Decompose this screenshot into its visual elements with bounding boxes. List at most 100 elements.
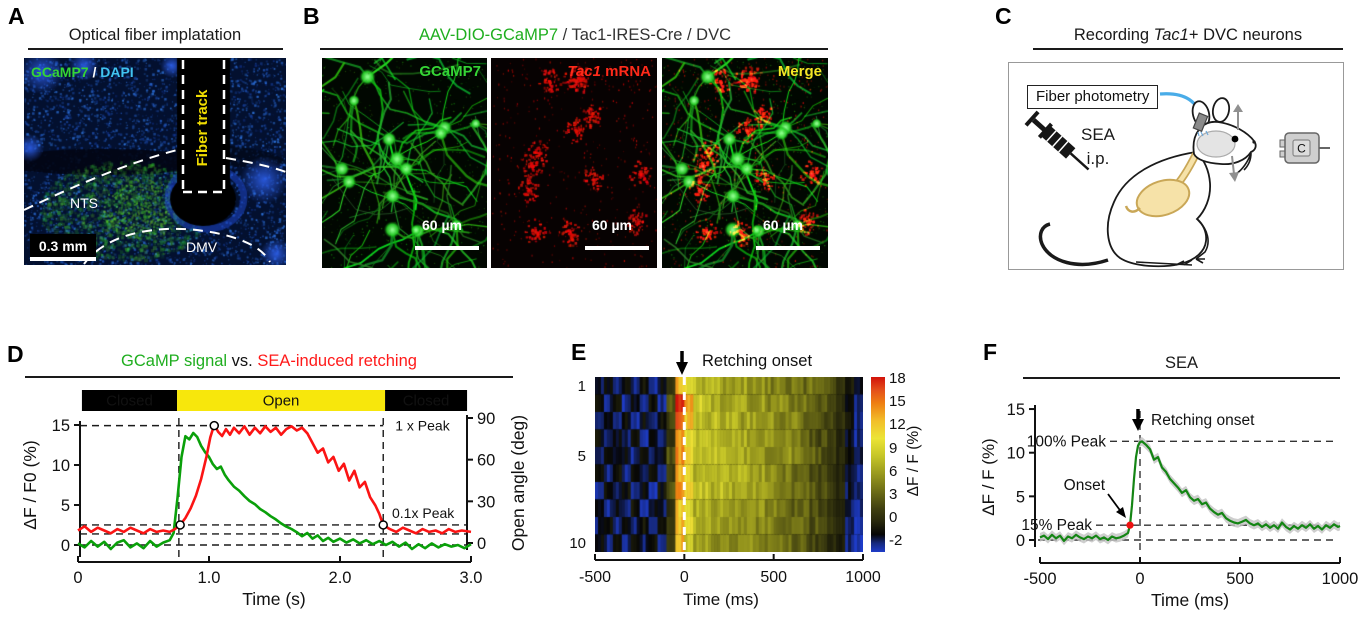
scalebar-text: 0.3 mm [38,238,88,254]
epoch-label: Closed [106,393,153,410]
peak-marker [209,420,219,431]
retching-onset-arrow-icon [676,351,688,375]
scalebar-text: 60 µm [763,217,803,233]
panel-d-title-red: SEA-induced retching [257,352,417,370]
panel-a-letter: A [8,3,25,29]
x-tick-label: 500 [1226,570,1254,588]
panel-b-title: AAV-DIO-GCaMP7 / Tac1-IRES-Cre / DVC [322,26,828,44]
onset-dot [1126,521,1134,529]
gcamp-trace [77,431,472,551]
panel-d-title-rule [25,376,513,378]
onset-arrow-head [1132,419,1144,431]
anatomy-overlay [24,60,286,265]
colorbar-tick-label: 3 [889,486,898,503]
camera-letter: C [1297,142,1306,156]
x-tick-label: -500 [579,569,611,586]
epoch-bar [81,390,178,411]
panel-a-title: Optical fiber implatation [68,26,242,44]
mouse-schematic: C [1024,92,1330,268]
panel-d-title-mid: vs. [227,352,258,370]
panel-b-title-rule [320,48,828,50]
panel-d-title: GCaMP signal vs. SEA-induced retching [25,352,513,370]
dmv-boundary-dashed [83,227,271,265]
gcamp7-label: GCaMP7 [31,64,89,80]
panel-f-chart: 15 10 5 0 -500 0 500 1000 ΔF / F (%) Time (ms) Ret… [979,401,1358,610]
y-tick-label: 0 [1016,532,1025,550]
panel-c-title-pre: Recording [1073,26,1154,44]
scalebar-bar [415,246,479,250]
colorbar-tick-label: -2 [889,532,903,550]
sea-label: SEA [1080,125,1116,144]
right-tick-label: 60 [477,452,495,470]
panel-c-title: Recording Tac1+ DVC neurons [1033,26,1343,44]
heatmap-row-tick-label: 5 [577,448,586,465]
peak-15-label: 15% Peak [1021,517,1092,534]
panel-c-letter: C [995,3,1012,29]
mouse-ear-right [1211,97,1231,123]
epoch-bar [177,390,386,411]
heatmap-row-tick-label: 10 [569,535,586,552]
nts-boundary-dashed-right [225,157,286,173]
mrna-text: mRNA [600,63,651,80]
y-tick-label: 10 [1007,445,1025,463]
mouse-front-leg [1195,219,1209,264]
panel-b-image-gcamp7: GCaMP7 60 µm [322,58,487,268]
left-tick-label: 0 [61,537,70,555]
tac1-image-label: Tac1 mRNA [567,64,651,79]
syringe-barrel [1040,125,1076,159]
fiber-track-label: Fiber track [194,89,211,167]
x-tick-label: 0 [73,569,82,587]
scalebar-bar [30,257,96,261]
left-tick-label: 5 [61,497,70,515]
panel-f-letter: F [983,339,998,365]
heatmap-canvas [595,377,863,552]
panel-f-title: SEA [1164,354,1199,372]
panel-b-image-merge: Merge 60 µm [662,58,828,268]
retching-trace [77,423,472,535]
heatmap-overlay [682,377,686,552]
gcamp7-image-canvas [322,58,487,268]
x-axis-title: Time (ms) [683,590,759,609]
fiber-photometry-label: Fiber photometry [1027,85,1159,109]
colorbar-tick-label: 18 [889,370,906,387]
scalebar-bar [585,246,649,250]
panel-b-title-green: AAV-DIO-GCaMP7 [418,26,559,44]
stomach [1135,178,1191,218]
syringe-icon [1024,110,1090,171]
merge-image-canvas [662,58,828,268]
epoch-bar [385,390,468,411]
syringe-graduations [1046,130,1069,153]
panel-a-title-rule [28,48,283,50]
colorbar-tick-label: 15 [889,393,906,411]
panel-a-microscopy-image: GCaMP7 / DAPI Fiber track NTS DMV 0.3 mm [24,58,286,265]
peak-marker [175,520,185,530]
label-separator: / [88,64,101,80]
camera-icon: C [1279,132,1330,164]
down-arrow-head [1229,172,1239,182]
panel-d-letter: D [7,341,24,367]
sem-band [1040,437,1340,546]
x-tick-label: 2.0 [329,569,352,587]
x-tick-label: 1.0 [198,569,221,587]
scalebar-backing: 0.3 mm [30,234,96,257]
retching-onset-label: Retching onset [1151,412,1255,429]
mouse-nose [1252,140,1256,144]
point1x-peak-annotation: 0.1x Peak [392,505,455,521]
x-axis-title: Time (ms) [1151,590,1229,610]
colorbar-tick-label: 9 [889,439,898,457]
stomach-duct [1124,205,1141,213]
epoch-label: Closed [403,393,450,410]
x-tick-label: 1000 [845,569,881,586]
left-tick-label: 15 [52,417,70,435]
fluorescence-image-canvas [24,58,286,265]
epoch-label: Open [263,393,300,410]
camera-lens [1292,139,1311,157]
panel-b-letter: B [303,3,320,29]
fiber-implant [1192,112,1209,133]
syringe-needle [1069,152,1090,171]
panel-d-title-green: GCaMP signal [121,352,228,370]
y-axis-title: ΔF / F (%) [979,438,998,515]
peak-annotation: 1 x Peak [395,418,450,434]
y-tick-label: 15 [1007,401,1025,419]
